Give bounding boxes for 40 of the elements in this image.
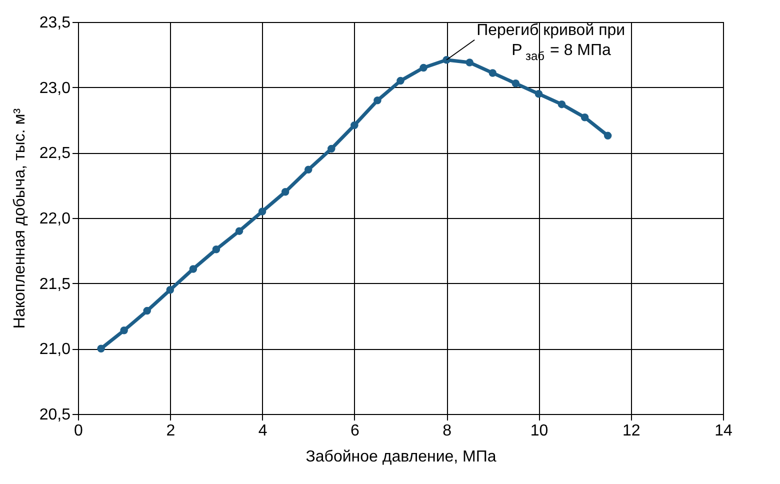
- point: [328, 144, 336, 153]
- y-tick-label: 21,0: [39, 341, 71, 358]
- point: [281, 188, 290, 196]
- point: [604, 132, 612, 140]
- point: [580, 114, 589, 122]
- x-tick-label: 4: [258, 422, 268, 440]
- point: [212, 245, 220, 254]
- x-axis-title: Забойное давление, МПа: [306, 448, 496, 466]
- point: [166, 286, 174, 294]
- x-tick-label: 6: [350, 422, 360, 440]
- point: [235, 227, 244, 235]
- y-tick-label: 22,5: [39, 145, 71, 162]
- y-tick-label: 20,5: [39, 406, 71, 424]
- point: [350, 121, 358, 130]
- point: [558, 100, 566, 108]
- point: [374, 96, 382, 104]
- x-tick-label: 10: [530, 422, 548, 440]
- point: [189, 265, 198, 273]
- point: [488, 69, 497, 77]
- y-tick-label: 22,0: [39, 210, 71, 228]
- x-tick-label: 0: [74, 422, 84, 440]
- point: [534, 90, 543, 98]
- x-tick-label: 12: [622, 422, 640, 440]
- point: [258, 208, 266, 216]
- x-tick-label: 2: [166, 422, 176, 440]
- point: [420, 64, 428, 72]
- point: [512, 80, 520, 88]
- point: [120, 326, 128, 334]
- y-axis-title: Накопленная добыча, тыс. м³: [11, 108, 28, 329]
- point: [442, 56, 450, 64]
- point: [396, 76, 404, 85]
- y-tick-label: 23,0: [39, 80, 71, 97]
- point: [304, 166, 312, 174]
- y-tick-label: 23,5: [39, 14, 71, 32]
- point: [466, 58, 474, 66]
- x-tick-label: 14: [714, 422, 732, 440]
- point: [143, 306, 151, 315]
- point: [97, 344, 105, 353]
- x-tick-label: 8: [442, 422, 452, 440]
- y-tick-label: 21,5: [39, 276, 71, 293]
